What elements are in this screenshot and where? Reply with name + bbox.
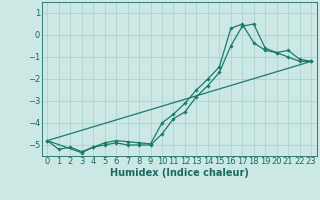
- X-axis label: Humidex (Indice chaleur): Humidex (Indice chaleur): [110, 168, 249, 178]
